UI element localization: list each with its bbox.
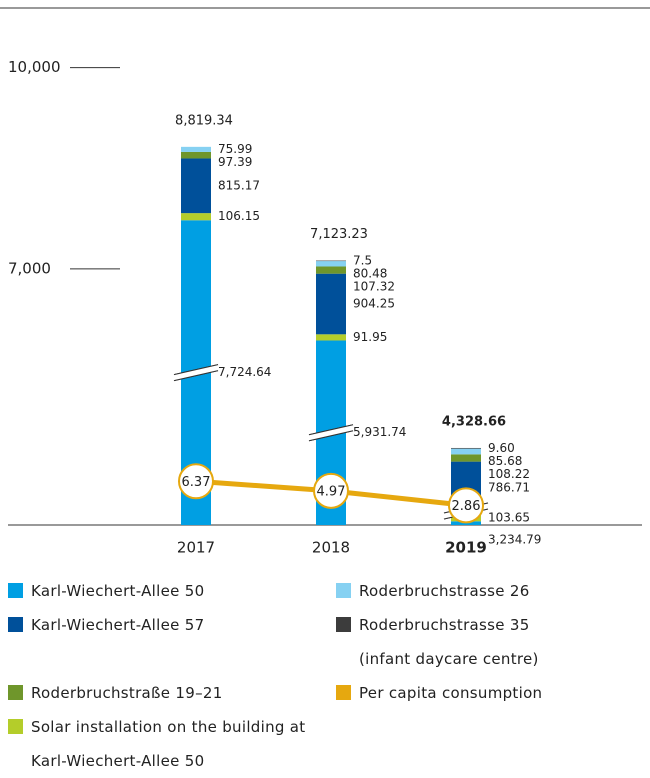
point-label: 2.86	[452, 499, 481, 514]
axis-break-gap	[174, 364, 218, 381]
data-label: 75.99	[218, 142, 252, 156]
axis-break-gap	[309, 424, 353, 441]
x-tick-label: 2017	[177, 539, 215, 557]
bar-segment	[451, 448, 481, 455]
data-label: 108.22	[488, 467, 530, 481]
data-label: 91.95	[353, 330, 387, 344]
data-label: 9.60	[488, 441, 515, 455]
legend-label: Roderbruchstraße 19–21	[31, 684, 223, 702]
y-tick-label: 7,000	[8, 259, 51, 277]
legend: Karl-Wiechert-Allee 50 Karl-Wiechert-Alle…	[8, 574, 636, 778]
legend-label: Roderbruchstrasse 26	[359, 582, 530, 600]
total-label: 8,819.34	[175, 113, 233, 128]
bar-segment	[316, 273, 346, 335]
axis-break	[173, 364, 219, 376]
point-label: 4.97	[317, 484, 346, 499]
total-label: 7,123.23	[310, 227, 368, 242]
data-label: 85.68	[488, 454, 522, 468]
legend-label: Per capita consumption	[359, 684, 543, 702]
legend-item: Per capita consumption	[336, 676, 636, 710]
bar-segment	[316, 260, 346, 262]
legend-swatch	[336, 685, 351, 700]
data-label: 815.17	[218, 178, 260, 192]
line-point	[448, 487, 484, 524]
legend-swatch	[8, 583, 23, 598]
point-label: 6.37	[182, 475, 211, 490]
data-label: 7.5	[353, 253, 372, 267]
axis-break	[308, 430, 354, 442]
data-label: 97.39	[218, 155, 252, 169]
data-label: 786.71	[488, 480, 530, 494]
x-tick-label: 2019	[445, 539, 487, 557]
legend-item: Roderbruchstraße 19–21	[8, 676, 336, 710]
bar-segment	[181, 151, 211, 159]
data-label: 107.32	[353, 279, 395, 293]
legend-swatch	[336, 617, 351, 632]
legend-label: Karl-Wiechert-Allee 50	[31, 582, 205, 600]
bar-segment	[181, 158, 211, 214]
data-label: 3,234.79	[488, 532, 541, 546]
bar-segment	[451, 447, 481, 449]
page: {"chart_data": {"type": "bar", "categori…	[0, 7, 650, 770]
axis-break	[173, 370, 219, 382]
legend-swatch	[8, 685, 23, 700]
y-tick-label: 10,000	[8, 58, 61, 76]
legend-item: Karl-Wiechert-Allee 57	[8, 608, 336, 676]
legend-label: Roderbruchstrasse 35 (infant daycare cen…	[359, 616, 539, 668]
legend-swatch	[336, 583, 351, 598]
bar-segment	[316, 266, 346, 274]
legend-item: Solar installation on the building at Ka…	[8, 710, 336, 778]
bar-segment	[451, 454, 481, 462]
legend-item: Karl-Wiechert-Allee 50	[8, 574, 336, 608]
bar-segment	[181, 213, 211, 221]
bar-segment	[316, 261, 346, 267]
data-label: 106.15	[218, 209, 260, 223]
bar-segment	[316, 334, 346, 341]
legend-item: Roderbruchstrasse 26	[336, 574, 636, 608]
legend-swatch	[8, 719, 23, 734]
legend-label: Karl-Wiechert-Allee 57	[31, 616, 205, 634]
data-label: 103.65	[488, 510, 530, 524]
legend-item: Roderbruchstrasse 35 (infant daycare cen…	[336, 608, 636, 676]
data-label: 80.48	[353, 266, 387, 280]
total-label: 4,328.66	[442, 414, 506, 429]
x-tick-label: 2018	[312, 539, 350, 557]
axis-break	[308, 424, 354, 436]
legend-swatch	[8, 617, 23, 632]
line-point	[178, 463, 214, 500]
bar-segment	[181, 146, 211, 152]
line-point	[313, 472, 349, 509]
data-label: 904.25	[353, 296, 395, 310]
data-label: 7,724.64	[218, 365, 271, 379]
legend-label: Solar installation on the building at Ka…	[31, 718, 306, 770]
data-label: 5,931.74	[353, 425, 406, 439]
